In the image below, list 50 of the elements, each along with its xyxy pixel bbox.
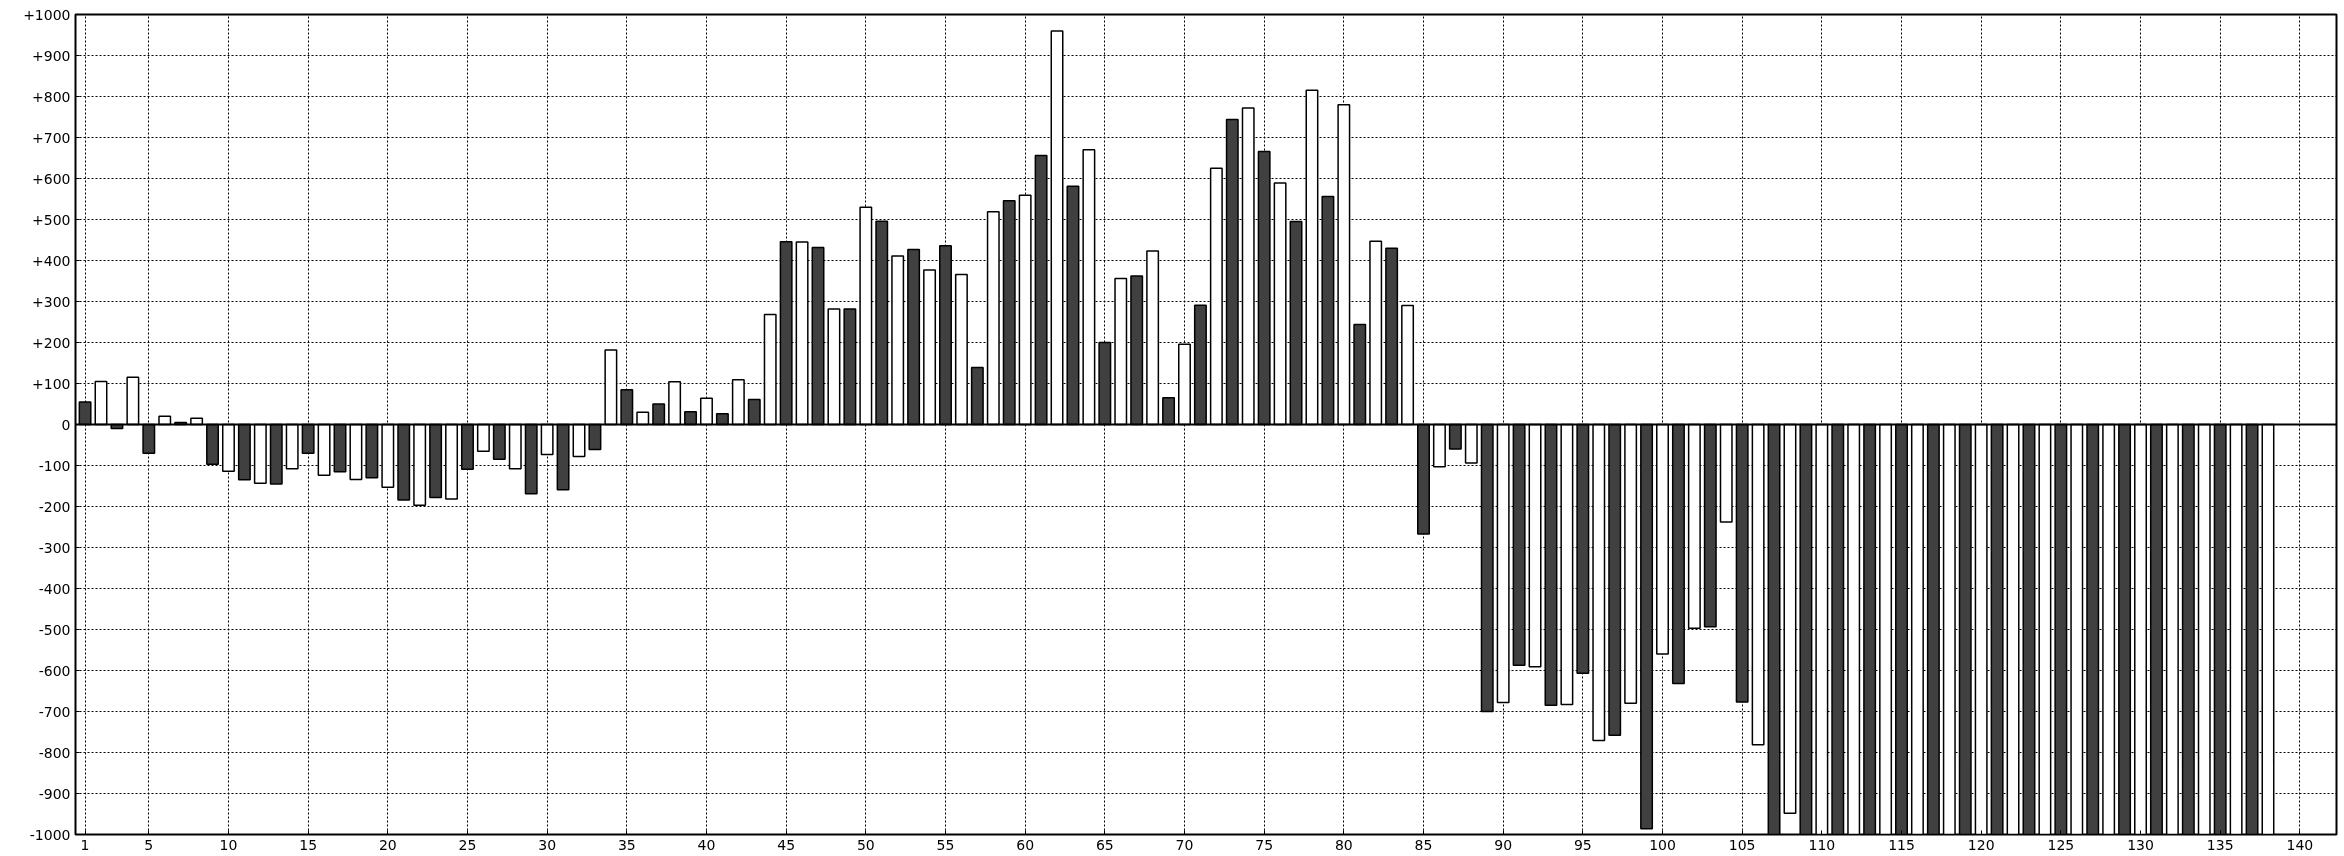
x-tick-label: 50 xyxy=(856,836,875,853)
x-tick-label: 10 xyxy=(219,836,238,853)
x-tick-label: 75 xyxy=(1255,836,1274,853)
x-tick-label: 115 xyxy=(1888,836,1915,853)
x-tick-label: 60 xyxy=(1016,836,1035,853)
y-tick-label: +400 xyxy=(32,252,71,269)
y-tick-label: -300 xyxy=(38,539,71,556)
y-tick-label: -800 xyxy=(38,744,71,761)
x-tick-label: 110 xyxy=(1808,836,1836,853)
x-tick-label: 120 xyxy=(1967,836,1995,853)
y-tick-label: -200 xyxy=(38,498,71,515)
y-tick-label: -600 xyxy=(38,662,71,679)
x-tick-label: 5 xyxy=(144,836,154,853)
x-tick-label: 15 xyxy=(299,836,318,853)
x-tick-label: 105 xyxy=(1728,836,1756,853)
x-tick-label: 45 xyxy=(777,836,796,853)
y-tick-label: -900 xyxy=(38,785,71,802)
y-tick-label: +100 xyxy=(32,375,71,392)
x-tick-label: 1 xyxy=(80,836,90,853)
y-tick-label: +600 xyxy=(32,170,71,187)
y-tick-label: +500 xyxy=(32,211,71,228)
y-tick-label: -100 xyxy=(38,457,71,474)
x-tick-label: 25 xyxy=(458,836,477,853)
y-tick-label: +900 xyxy=(32,47,71,64)
x-tick-label: 130 xyxy=(2127,836,2154,853)
x-tick-label: 125 xyxy=(2047,836,2075,853)
x-tick-label: 90 xyxy=(1494,836,1513,853)
y-tick-label: +700 xyxy=(32,129,71,146)
x-tick-label: 100 xyxy=(1649,836,1676,853)
x-tick-label: 135 xyxy=(2206,836,2234,853)
x-tick-label: 35 xyxy=(617,836,636,853)
y-tick-label: +300 xyxy=(32,293,71,310)
x-tick-label: 95 xyxy=(1573,836,1592,853)
x-tick-label: 85 xyxy=(1414,836,1433,853)
y-tick-label: +800 xyxy=(32,88,71,105)
y-tick-label: +200 xyxy=(32,334,71,351)
x-tick-label: 20 xyxy=(378,836,397,853)
x-tick-label: 65 xyxy=(1095,836,1114,853)
x-tick-label: 30 xyxy=(538,836,557,853)
y-tick-label: +1000 xyxy=(23,6,71,23)
y-tick-label: 0 xyxy=(61,416,71,433)
y-tick-label: -1000 xyxy=(29,826,71,843)
x-tick-label: 55 xyxy=(936,836,955,853)
y-tick-label: -700 xyxy=(38,703,71,720)
x-tick-label: 140 xyxy=(2286,836,2314,853)
x-tick-label: 70 xyxy=(1175,836,1194,853)
y-tick-label: -500 xyxy=(38,621,71,638)
y-tick-label: -400 xyxy=(38,580,71,597)
x-tick-label: 80 xyxy=(1334,836,1353,853)
x-tick-label: 40 xyxy=(697,836,716,853)
